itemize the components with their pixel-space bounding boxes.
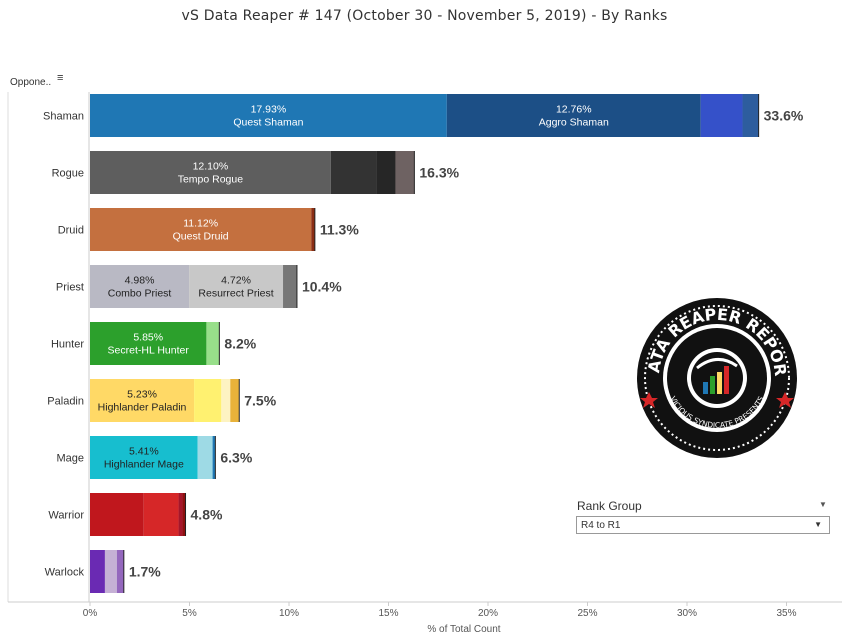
bar-segment-paladin-3[interactable]: [230, 379, 240, 422]
total-label-hunter: 8.2%: [224, 336, 256, 352]
rank-group-filter-title: Rank Group: [577, 499, 642, 513]
data-reaper-report-logo: DATA REAPER REPORT VICIOUS SYNDICATE PRE…: [628, 281, 800, 466]
row-label-druid: Druid: [58, 225, 84, 237]
chart-title: vS Data Reaper # 147 (October 30 - Novem…: [181, 8, 668, 24]
bar-segment-mage-1[interactable]: [197, 436, 213, 479]
filter-menu-chevron-icon[interactable]: ▼: [819, 500, 827, 509]
bar-segment-warrior-1[interactable]: [143, 493, 179, 536]
segment-archetype-label: Tempo Rogue: [178, 174, 244, 186]
rank-group-selected-value: R4 to R1: [581, 520, 621, 531]
total-label-warrior: 4.8%: [191, 507, 223, 523]
bar-segment-warlock-2[interactable]: [116, 550, 124, 593]
segment-archetype-label: Aggro Shaman: [539, 117, 609, 129]
bar-segment-druid-1[interactable]: [311, 208, 315, 251]
bar-segment-warlock-0[interactable]: [90, 550, 105, 593]
total-label-priest: 10.4%: [302, 279, 342, 295]
x-tick-label: 25%: [577, 608, 597, 619]
bar-segment-shaman-1[interactable]: [446, 94, 701, 137]
segment-archetype-label: Quest Druid: [173, 231, 229, 243]
bar-segment-druid-0[interactable]: [90, 208, 312, 251]
total-label-warlock: 1.7%: [129, 564, 161, 580]
segment-value-label: 12.10%: [193, 161, 229, 173]
segment-value-label: 4.98%: [125, 275, 155, 287]
segment-archetype-label: Combo Priest: [108, 288, 172, 300]
row-label-hunter: Hunter: [51, 339, 84, 351]
x-tick-label: 0%: [83, 608, 98, 619]
bar-segment-priest-0[interactable]: [90, 265, 190, 308]
segment-archetype-label: Quest Shaman: [233, 117, 303, 129]
bar-segment-hunter-1[interactable]: [206, 322, 220, 365]
row-label-rogue: Rogue: [52, 168, 84, 180]
bar-segment-warrior-0[interactable]: [90, 493, 144, 536]
segment-value-label: 17.93%: [251, 104, 287, 116]
bar-segment-paladin-2[interactable]: [221, 379, 231, 422]
x-tick-label: 20%: [478, 608, 498, 619]
bar-segment-rogue-0[interactable]: [90, 151, 331, 194]
total-label-rogue: 16.3%: [419, 165, 459, 181]
bar-segment-warrior-2[interactable]: [178, 493, 183, 536]
bar-segment-rogue-2[interactable]: [376, 151, 396, 194]
bar-segment-shaman-3[interactable]: [742, 94, 759, 137]
row-label-mage: Mage: [56, 453, 84, 465]
x-axis-title: % of Total Count: [427, 624, 500, 635]
bar-segment-warlock-1[interactable]: [104, 550, 117, 593]
bar-segment-mage-2[interactable]: [212, 436, 216, 479]
total-label-mage: 6.3%: [220, 450, 252, 466]
row-label-priest: Priest: [56, 282, 84, 294]
total-label-paladin: 7.5%: [244, 393, 276, 409]
bar-segment-paladin-0[interactable]: [90, 379, 195, 422]
segment-value-label: 5.23%: [127, 389, 157, 401]
bar-segment-rogue-3[interactable]: [395, 151, 415, 194]
segment-archetype-label: Highlander Mage: [104, 459, 184, 471]
x-tick-label: 15%: [378, 608, 398, 619]
bar-segment-shaman-2[interactable]: [700, 94, 743, 137]
segment-value-label: 4.72%: [221, 275, 251, 287]
bar-segment-priest-1[interactable]: [189, 265, 284, 308]
bar-segment-priest-2[interactable]: [283, 265, 297, 308]
sort-field-label[interactable]: Oppone..: [10, 77, 52, 88]
bar-segment-warrior-3[interactable]: [182, 493, 186, 536]
x-tick-label: 35%: [776, 608, 796, 619]
segment-value-label: 11.12%: [183, 218, 218, 230]
x-tick-label: 5%: [182, 608, 197, 619]
rank-group-select[interactable]: R4 to R1 ▼: [576, 516, 830, 534]
segment-archetype-label: Resurrect Priest: [198, 288, 273, 300]
bar-segment-paladin-1[interactable]: [194, 379, 222, 422]
chevron-down-icon[interactable]: ▼: [814, 520, 822, 529]
bar-segment-rogue-1[interactable]: [330, 151, 377, 194]
bar-segment-mage-0[interactable]: [90, 436, 198, 479]
sort-descending-icon[interactable]: ≡: [57, 72, 64, 84]
segment-archetype-label: Highlander Paladin: [98, 402, 187, 414]
segment-value-label: 5.85%: [133, 332, 163, 344]
row-label-shaman: Shaman: [43, 111, 84, 123]
bar-segment-shaman-0[interactable]: [90, 94, 447, 137]
segment-value-label: 12.76%: [556, 104, 592, 116]
row-label-paladin: Paladin: [47, 396, 84, 408]
row-label-warrior: Warrior: [48, 510, 84, 522]
segment-value-label: 5.41%: [129, 446, 159, 458]
x-tick-label: 30%: [677, 608, 697, 619]
x-tick-label: 10%: [279, 608, 299, 619]
total-label-shaman: 33.6%: [764, 108, 804, 124]
bar-segment-hunter-0[interactable]: [90, 322, 207, 365]
row-label-warlock: Warlock: [45, 567, 85, 579]
segment-archetype-label: Secret-HL Hunter: [108, 345, 190, 357]
total-label-druid: 11.3%: [320, 222, 359, 238]
